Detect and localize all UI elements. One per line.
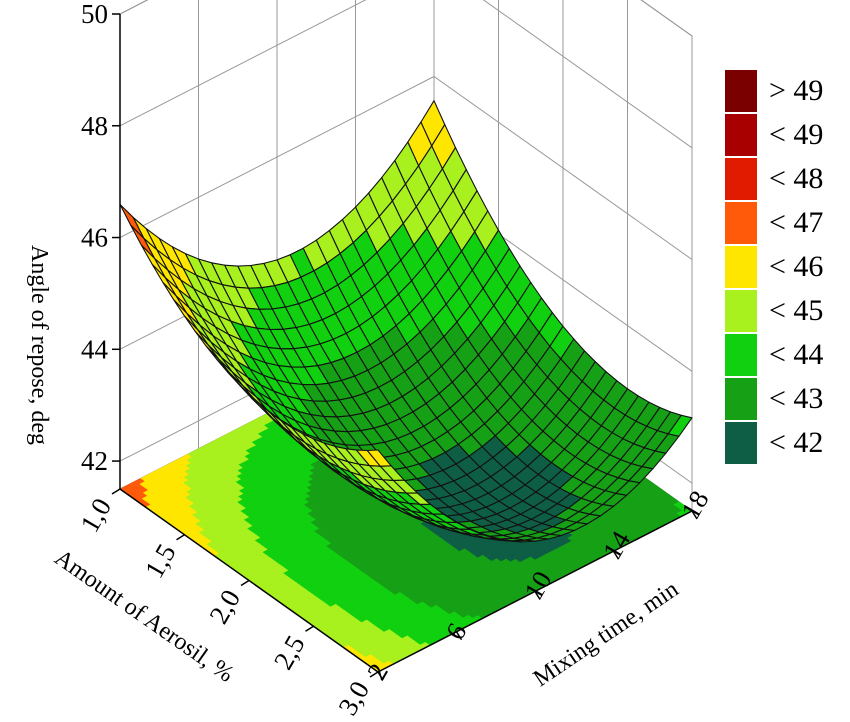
x-tick-label: 1,0 [74,493,117,537]
legend-label: < 44 [769,338,823,371]
x-tick-label: 1,5 [139,539,182,583]
x-tick-mark [240,579,250,587]
legend-swatch [725,202,757,244]
legend-swatch [725,114,757,156]
z-tick-label: 42 [81,446,108,476]
legend-swatch [725,70,757,112]
legend-swatch [725,378,757,420]
legend-label: < 49 [769,118,823,151]
x-tick-mark [305,625,314,632]
y-axis-label: Mixing time, min [529,576,683,692]
legend-swatch [725,334,757,376]
legend-swatch [725,158,757,200]
legend-label: < 47 [769,206,823,239]
z-tick-label: 48 [81,111,108,141]
legend-swatch [725,422,757,464]
legend-label: < 43 [769,382,823,415]
x-tick-label: 2,0 [203,585,246,629]
legend-label: < 45 [769,294,823,327]
legend-swatch [725,246,757,288]
legend-label: < 48 [769,162,823,195]
legend-label: < 42 [769,426,823,459]
legend-label: > 49 [769,74,823,107]
z-axis-label: Angle of repose, deg [26,245,52,445]
legend-label: < 46 [769,250,823,283]
z-tick-label: 46 [81,223,108,253]
chart-legend: > 49 < 49 < 48 < 47 < 46 < 45 < 44 < 43 < 42 [725,70,823,464]
x-tick-label: 3,0 [332,676,375,720]
x-tick-mark [111,488,121,495]
gridline-z [119,0,693,149]
z-tick-label: 50 [81,0,108,29]
x-tick-label: 2,5 [268,630,311,674]
legend-swatch [725,290,757,332]
z-tick-label: 44 [81,334,109,364]
x-tick-mark [176,534,185,541]
